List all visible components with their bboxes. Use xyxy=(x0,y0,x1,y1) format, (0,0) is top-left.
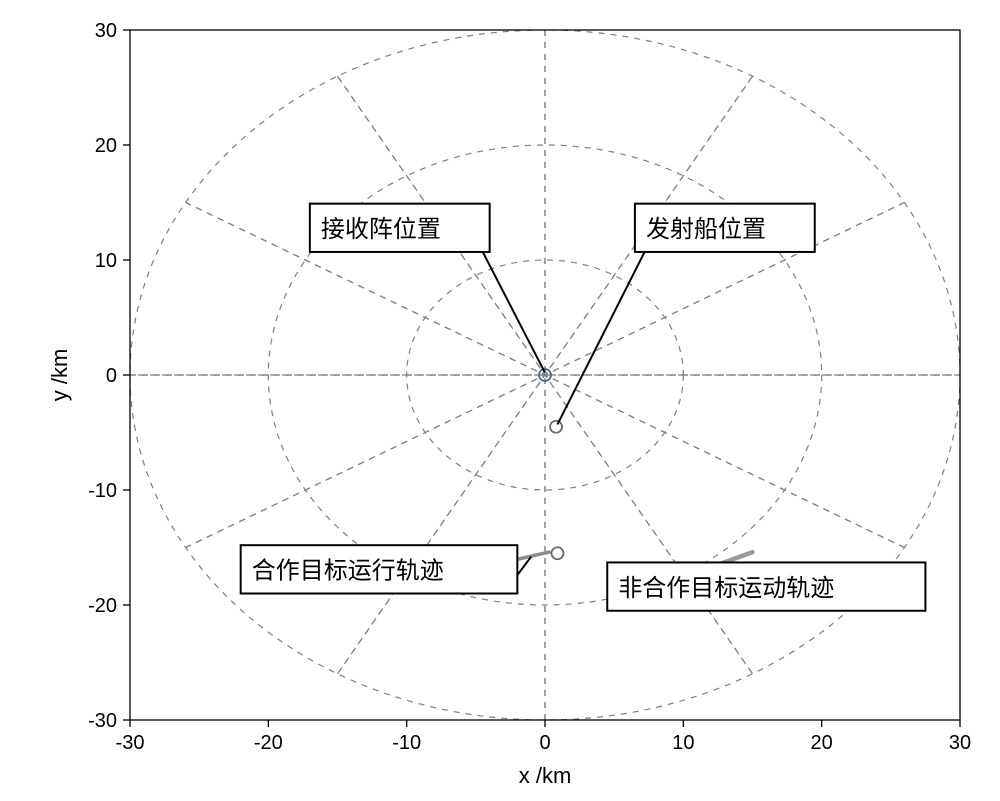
noncoop-track-label-text: 非合作目标运动轨迹 xyxy=(618,575,834,602)
x-tick-label: -10 xyxy=(392,732,421,754)
x-tick-label: 0 xyxy=(539,732,550,754)
transmitter-label-text: 发射船位置 xyxy=(646,216,766,243)
y-axis-label: y /km xyxy=(47,349,72,402)
coop-track-label-text: 合作目标运行轨迹 xyxy=(252,558,444,585)
x-tick-label: 20 xyxy=(811,732,833,754)
chart-container: 接收阵位置 发射船位置合作目标运行轨迹非合作目标运动轨迹 -30 -20 -10 0 10 2… xyxy=(0,0,1000,801)
y-tick-label: 30 xyxy=(95,20,117,42)
receiver-label-text: 接收阵位置 xyxy=(321,216,441,243)
y-tick-label: 20 xyxy=(95,135,117,157)
x-tick-label: -30 xyxy=(116,732,145,754)
x-tick-label: -20 xyxy=(254,732,283,754)
chart-bg xyxy=(0,0,1000,801)
x-tick-label: 10 xyxy=(672,732,694,754)
y-tick-label: 10 xyxy=(95,250,117,272)
x-axis-label: x /km xyxy=(519,763,572,788)
x-tick-label: 30 xyxy=(949,732,971,754)
y-tick-label: -10 xyxy=(88,480,117,502)
y-tick-label: -30 xyxy=(88,710,117,732)
y-tick-label: 0 xyxy=(106,365,117,387)
polar-chart: 接收阵位置 发射船位置合作目标运行轨迹非合作目标运动轨迹 -30 -20 -10 0 10 2… xyxy=(0,0,1000,801)
y-tick-label: -20 xyxy=(88,595,117,617)
